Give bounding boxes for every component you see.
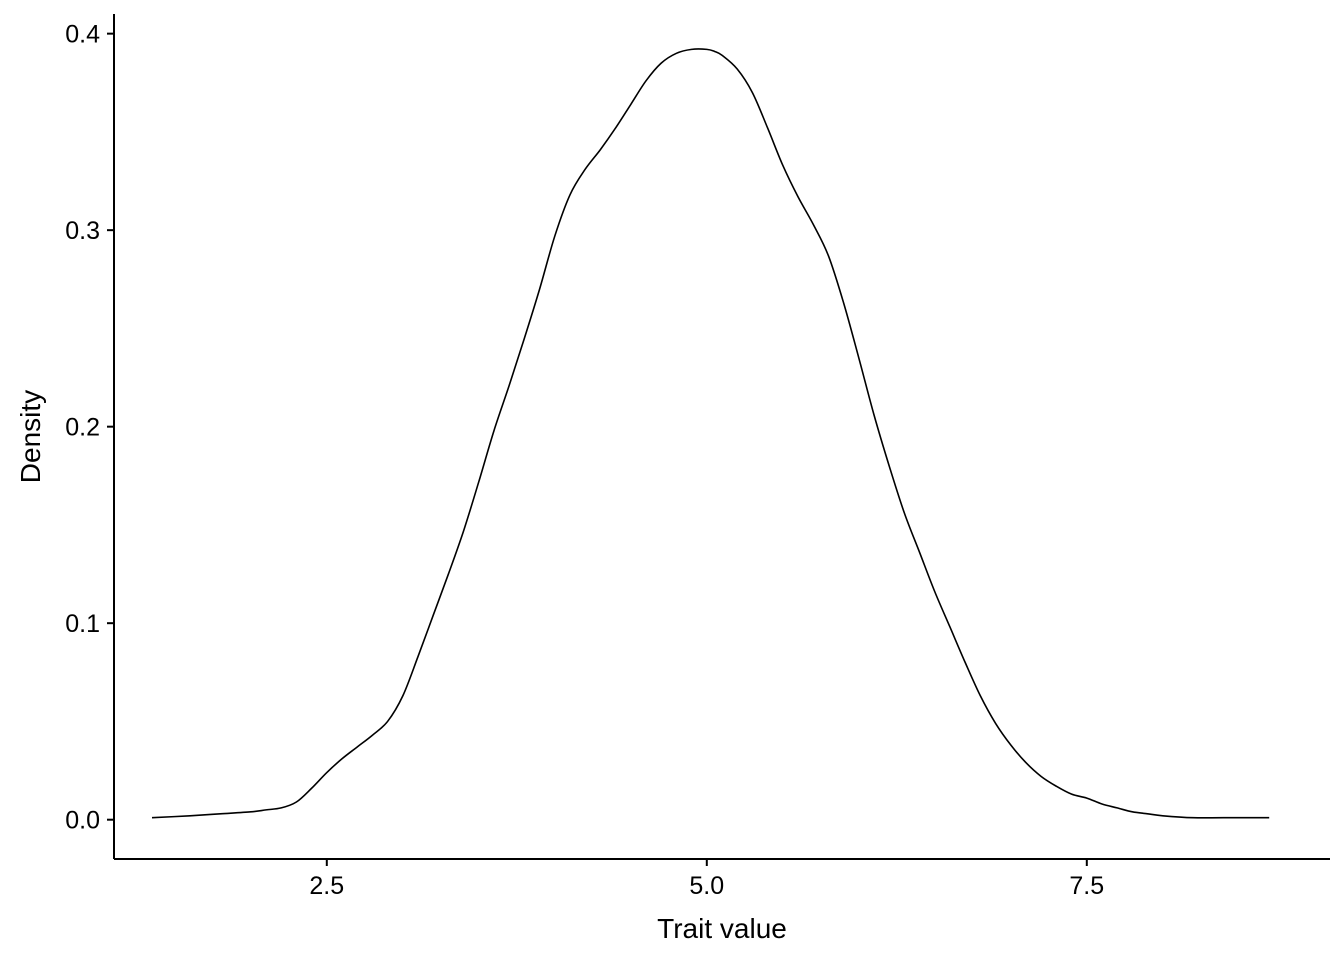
y-axis-title: Density bbox=[15, 390, 46, 483]
y-axis: 0.0 0.1 0.2 0.3 0.4 bbox=[65, 14, 115, 859]
y-tick-label: 0.4 bbox=[65, 21, 100, 49]
y-tick-label: 0.2 bbox=[65, 414, 100, 442]
density-line bbox=[151, 48, 1270, 819]
density-series bbox=[151, 48, 1270, 819]
x-tick-label: 7.5 bbox=[1069, 872, 1104, 900]
y-tick-label: 0.0 bbox=[65, 807, 100, 835]
y-tick-label: 0.3 bbox=[65, 217, 100, 245]
x-axis-title: Trait value bbox=[657, 913, 787, 944]
y-tick-label: 0.1 bbox=[65, 610, 100, 638]
x-axis: 2.5 5.0 7.5 bbox=[114, 858, 1330, 900]
x-tick-label: 2.5 bbox=[309, 872, 344, 900]
x-tick-label: 5.0 bbox=[689, 872, 724, 900]
